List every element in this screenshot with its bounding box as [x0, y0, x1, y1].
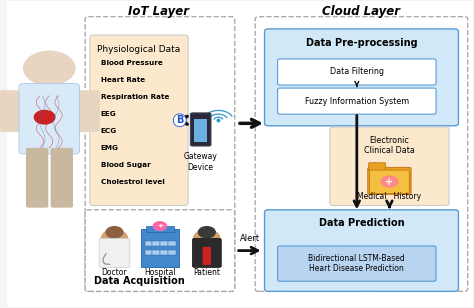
Circle shape — [154, 222, 166, 230]
FancyBboxPatch shape — [194, 119, 207, 142]
FancyBboxPatch shape — [145, 241, 152, 246]
FancyBboxPatch shape — [145, 250, 152, 255]
Text: Gateway
Device: Gateway Device — [184, 152, 218, 172]
Text: Heart Rate: Heart Rate — [100, 77, 145, 83]
Text: Medical   History: Medical History — [357, 192, 421, 201]
FancyBboxPatch shape — [160, 250, 168, 255]
Circle shape — [101, 230, 128, 247]
Circle shape — [24, 51, 75, 85]
FancyBboxPatch shape — [153, 250, 160, 255]
FancyBboxPatch shape — [153, 241, 160, 246]
FancyBboxPatch shape — [160, 241, 168, 246]
Text: Alert: Alert — [239, 234, 260, 243]
FancyBboxPatch shape — [26, 148, 48, 208]
FancyBboxPatch shape — [278, 246, 436, 281]
FancyBboxPatch shape — [85, 210, 235, 291]
Text: Data Prediction: Data Prediction — [319, 218, 404, 229]
Text: Hospital: Hospital — [144, 268, 176, 277]
Text: Blood Sugar: Blood Sugar — [100, 162, 150, 168]
FancyBboxPatch shape — [255, 17, 468, 291]
FancyBboxPatch shape — [44, 76, 55, 88]
Text: Patient: Patient — [193, 268, 220, 277]
Text: +: + — [385, 176, 393, 187]
FancyBboxPatch shape — [19, 83, 80, 154]
FancyBboxPatch shape — [71, 90, 100, 132]
FancyBboxPatch shape — [368, 167, 411, 194]
FancyBboxPatch shape — [7, 1, 474, 307]
FancyBboxPatch shape — [264, 210, 458, 291]
Circle shape — [194, 230, 220, 247]
Text: Doctor: Doctor — [101, 268, 127, 277]
Text: Data Pre-processing: Data Pre-processing — [306, 38, 417, 48]
FancyBboxPatch shape — [168, 241, 176, 246]
Text: EMG: EMG — [100, 145, 118, 151]
Text: Data Filtering: Data Filtering — [330, 67, 384, 76]
FancyBboxPatch shape — [370, 170, 409, 193]
Text: Cholestrol level: Cholestrol level — [100, 179, 164, 184]
Circle shape — [106, 227, 123, 238]
Text: Physiological Data: Physiological Data — [97, 45, 181, 54]
Text: IoT Layer: IoT Layer — [128, 5, 189, 18]
Text: +: + — [157, 223, 163, 229]
FancyBboxPatch shape — [99, 238, 130, 267]
Text: Bidirectional LSTM-Based
Heart Disease Prediction: Bidirectional LSTM-Based Heart Disease P… — [309, 254, 405, 273]
Circle shape — [34, 111, 55, 124]
FancyBboxPatch shape — [192, 238, 221, 267]
FancyBboxPatch shape — [146, 226, 174, 232]
FancyBboxPatch shape — [168, 250, 176, 255]
Text: Cloud Layer: Cloud Layer — [322, 5, 401, 18]
FancyBboxPatch shape — [191, 113, 211, 146]
FancyBboxPatch shape — [202, 247, 211, 265]
Text: Blood Pressure: Blood Pressure — [100, 60, 162, 67]
FancyBboxPatch shape — [278, 59, 436, 85]
Text: Fuzzy Information System: Fuzzy Information System — [305, 97, 409, 106]
FancyBboxPatch shape — [85, 17, 235, 291]
FancyBboxPatch shape — [141, 229, 179, 267]
Circle shape — [199, 227, 215, 238]
Text: Electronic
Clinical Data: Electronic Clinical Data — [364, 136, 415, 155]
Text: EEG: EEG — [100, 111, 116, 117]
FancyBboxPatch shape — [0, 90, 28, 132]
Circle shape — [381, 176, 398, 187]
Text: Data Acquisition: Data Acquisition — [93, 276, 184, 286]
FancyBboxPatch shape — [264, 29, 458, 126]
FancyBboxPatch shape — [369, 163, 386, 171]
FancyBboxPatch shape — [330, 127, 449, 205]
Text: Respiration Rate: Respiration Rate — [100, 94, 169, 100]
FancyBboxPatch shape — [278, 88, 436, 114]
Text: B: B — [176, 115, 183, 125]
Text: ECG: ECG — [100, 128, 117, 134]
FancyBboxPatch shape — [51, 148, 73, 208]
FancyBboxPatch shape — [90, 35, 188, 205]
